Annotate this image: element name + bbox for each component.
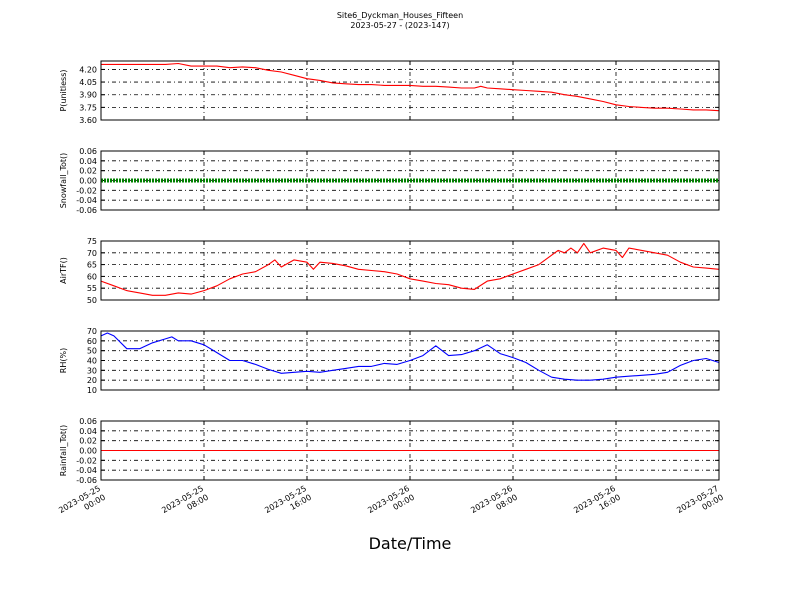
y-tick-label: 60: [87, 272, 97, 281]
y-tick-label: 10: [87, 386, 97, 395]
x-tick-label: 2023-05-2616:00: [572, 484, 622, 524]
x-tick-label: 2023-05-2516:00: [263, 484, 313, 524]
y-tick-label: -0.06: [76, 206, 97, 215]
y-tick-label: 4.20: [79, 65, 97, 74]
y-tick-label: 0.04: [79, 427, 97, 436]
y-tick-label: 60: [87, 337, 97, 346]
x-tick-label: 2023-05-2508:00: [160, 484, 210, 524]
series-line: [100, 242, 720, 296]
x-tick-label: 2023-05-2600:00: [366, 484, 416, 524]
x-tick-label: 2023-05-2608:00: [469, 484, 519, 524]
y-tick-label: 0.00: [79, 177, 97, 186]
y-tick-label: 50: [87, 347, 97, 356]
series-line: [101, 62, 720, 112]
panel-2: 0.060.040.020.00-0.02-0.04-0.06 Snowfall_…: [59, 147, 720, 215]
y-tick-label: -0.04: [76, 196, 97, 205]
y-tick-label: 70: [87, 327, 97, 336]
y-tick-label: 0.06: [79, 147, 97, 156]
x-tick-label: 2023-05-2700:00: [675, 484, 725, 524]
y-tick-label: 55: [87, 284, 97, 293]
x-tick-label: 2023-05-2500:00: [57, 484, 107, 524]
y-tick-label: 3.60: [79, 116, 97, 125]
y-tick-label: 0.02: [79, 437, 97, 446]
panel-frame: [100, 60, 720, 121]
y-tick-label: 3.90: [79, 91, 97, 100]
y-tick-label: -0.06: [76, 476, 97, 485]
y-tick-label: 0.02: [79, 167, 97, 176]
panel-1: 4.20 4.05 3.90 3.75 3.60 P(unitless): [59, 60, 720, 125]
panel-frame: [100, 330, 720, 391]
y-tick-label: 30: [87, 366, 97, 375]
y-tick-label: 70: [87, 249, 97, 258]
panel-3: 75 70 65 60 55 50 AirTF(): [59, 237, 720, 305]
panel-5: 0.060.040.020.00-0.02-0.04-0.06 Rainfall_…: [59, 417, 720, 485]
panel-frame: [100, 150, 720, 211]
y-tick-label: 3.75: [79, 103, 97, 112]
chart-subtitle: 2023-05-27 - (2023-147): [350, 21, 450, 30]
y-axis-label: P(unitless): [59, 69, 68, 111]
y-tick-label: 40: [87, 357, 97, 366]
y-tick-label: 0.00: [79, 447, 97, 456]
y-tick-label: 4.05: [79, 78, 97, 87]
y-tick-label: 65: [87, 261, 97, 270]
y-axis-label: RH(%): [59, 348, 68, 373]
y-axis-label: Snowfall_Tot(): [59, 153, 68, 209]
y-tick-label: 50: [87, 296, 97, 305]
series-line: [100, 332, 720, 381]
y-axis-label: AirTF(): [59, 257, 68, 284]
panel-frame: [100, 420, 720, 481]
x-axis-label: Date/Time: [368, 534, 452, 553]
y-tick-label: 0.06: [79, 417, 97, 426]
chart-title: Site6_Dyckman_Houses_Fifteen: [336, 11, 464, 20]
y-tick-label: 20: [87, 376, 97, 385]
y-tick-label: -0.04: [76, 466, 97, 475]
y-tick-label: 75: [87, 237, 97, 246]
panel-frame: [100, 240, 720, 301]
y-tick-label: -0.02: [76, 186, 97, 195]
y-axis-label: Rainfall_Tot(): [59, 425, 68, 477]
y-tick-label: 0.04: [79, 157, 97, 166]
y-tick-label: -0.02: [76, 456, 97, 465]
